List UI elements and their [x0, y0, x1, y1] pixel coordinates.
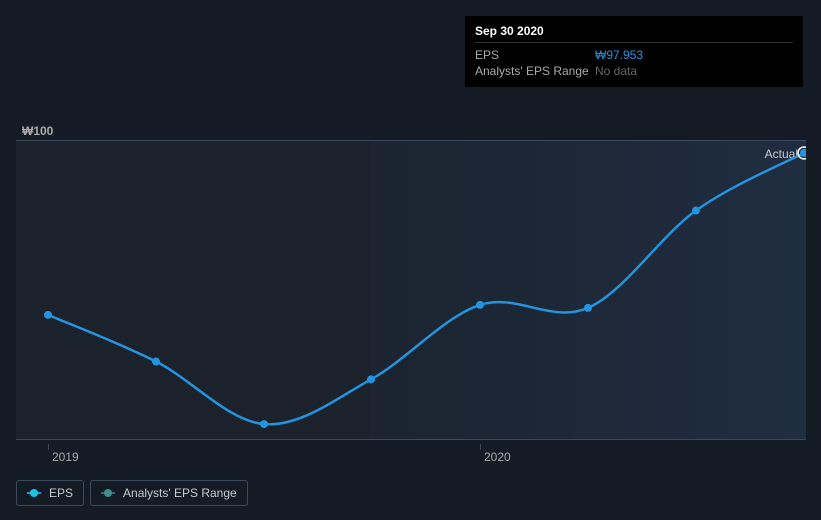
legend-label: Analysts' EPS Range	[123, 486, 237, 500]
tooltip-row: Analysts' EPS RangeNo data	[475, 63, 793, 79]
legend-label: EPS	[49, 486, 73, 500]
tooltip-row-value: No data	[595, 64, 637, 78]
data-point[interactable]	[476, 301, 484, 309]
legend-item[interactable]: Analysts' EPS Range	[90, 480, 248, 506]
x-axis: 2019 2020	[16, 444, 806, 464]
data-point[interactable]	[260, 420, 268, 428]
x-axis-tick	[480, 444, 481, 450]
tooltip-row: EPS₩97.953	[475, 47, 793, 63]
tooltip-date: Sep 30 2020	[475, 24, 793, 43]
plot-area[interactable]: Actual	[16, 140, 806, 440]
tooltip-row-label: EPS	[475, 48, 595, 62]
eps-line	[48, 153, 804, 424]
chart-svg	[16, 141, 806, 439]
legend-marker-icon	[27, 490, 41, 496]
data-point[interactable]	[152, 358, 160, 366]
x-axis-tick	[48, 444, 49, 450]
x-axis-label: 2019	[52, 450, 79, 464]
legend-item[interactable]: EPS	[16, 480, 84, 506]
data-point[interactable]	[584, 304, 592, 312]
data-point[interactable]	[44, 311, 52, 319]
data-point[interactable]	[367, 375, 375, 383]
legend-marker-icon	[101, 490, 115, 496]
tooltip-row-label: Analysts' EPS Range	[475, 64, 595, 78]
x-axis-label: 2020	[484, 450, 511, 464]
tooltip-row-value: ₩97.953	[595, 48, 643, 62]
data-point[interactable]	[692, 207, 700, 215]
y-axis-label: ₩100	[22, 124, 53, 138]
chart-legend: EPS Analysts' EPS Range	[16, 480, 248, 506]
chart-tooltip: Sep 30 2020 EPS₩97.953Analysts' EPS Rang…	[465, 16, 803, 87]
